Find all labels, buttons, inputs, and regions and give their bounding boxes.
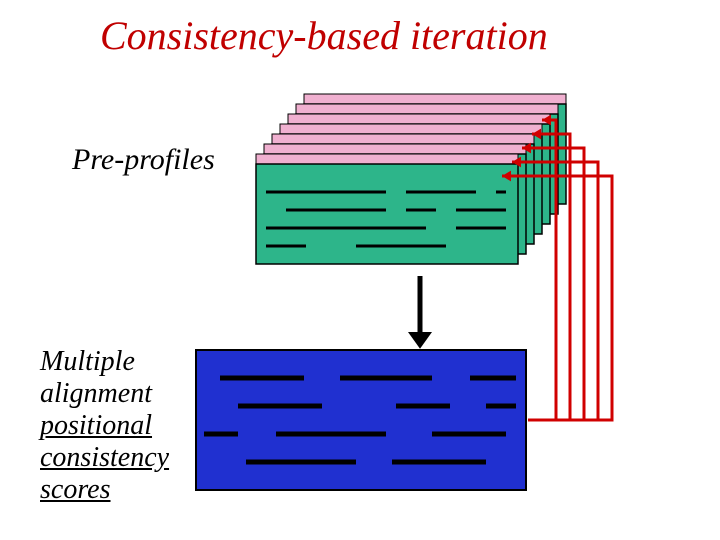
diagram-canvas (0, 0, 720, 540)
down-arrow-head (408, 332, 432, 349)
alignment-box (196, 350, 526, 490)
profile-box (256, 154, 518, 264)
